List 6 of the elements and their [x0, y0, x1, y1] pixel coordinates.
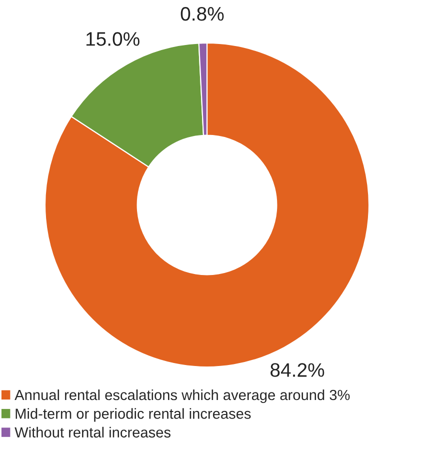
- legend-label: Annual rental escalations which average around 3%: [14, 389, 350, 404]
- legend-label: Mid-term or periodic rental increases: [16, 408, 251, 422]
- data-label: 0.8%: [180, 6, 224, 21]
- data-label: 15.0%: [86, 32, 140, 46]
- data-label: 84.2%: [270, 363, 324, 377]
- legend-label: Without rental increases: [14, 426, 170, 438]
